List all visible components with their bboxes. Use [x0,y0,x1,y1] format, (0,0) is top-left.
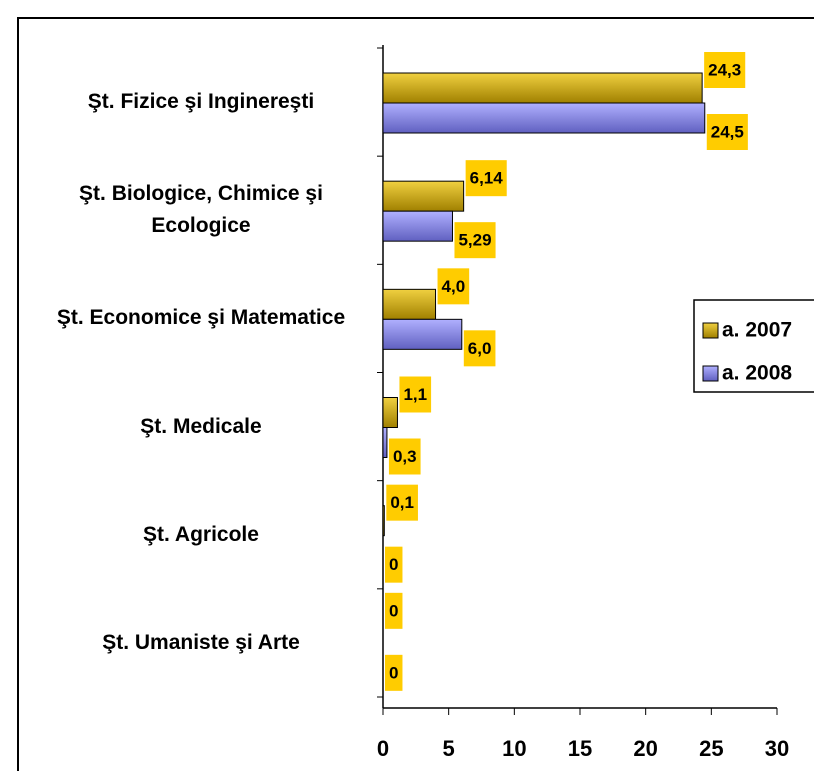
value-label-box [454,222,496,259]
category-label: Şt. Medicale [140,414,262,438]
x-tick-label: 5 [443,736,455,761]
value-label-box [385,654,403,691]
value-label-box [704,52,746,88]
x-tick-label: 15 [568,736,592,761]
legend-label: a. 2008 [722,362,792,385]
bar [382,397,398,428]
x-tick-label: 25 [699,736,723,761]
value-label: 5,29 [458,231,491,250]
value-label: 6,14 [470,169,504,188]
x-tick-label: 30 [765,736,789,761]
value-label-box [385,546,403,583]
value-label-box [465,160,507,197]
value-label-box [463,330,496,367]
value-label: 24,3 [708,60,741,79]
category-label: Şt. Economice şi Matematice [56,306,346,330]
legend-swatch [702,322,719,339]
value-label-box [706,114,748,150]
bar [382,210,453,242]
value-label: 24,5 [711,122,744,141]
bar [382,288,437,320]
legend-label: a. 2007 [722,319,792,342]
frame [17,17,814,771]
value-label: 0,1 [390,493,414,512]
bar [382,427,388,458]
bar [382,318,463,350]
category-label: Şt. Agricole [143,522,259,546]
value-label: 0,3 [393,447,417,466]
value-label: 6,0 [468,339,492,358]
value-label-box [399,376,432,413]
bar [382,102,706,134]
bar [382,505,385,537]
category-label: Şt. Biologice, Chimice şi Ecologice [79,182,323,238]
bar [382,180,465,212]
value-label-box [388,438,421,475]
x-tick-label: 10 [502,736,526,761]
value-label: 0 [389,601,398,620]
value-label: 0 [389,555,398,574]
bar [382,72,703,104]
category-label: Şt. Fizice şi Inginereşti [87,90,315,114]
value-label-box [386,484,418,521]
value-label: 1,1 [403,385,427,404]
x-tick-label: 20 [633,736,657,761]
category-label: Şt. Umaniste şi Arte [102,630,300,654]
value-label-box [385,592,403,629]
value-label-box [437,268,470,305]
x-tick-label: 0 [377,736,389,761]
value-label: 4,0 [442,277,466,296]
legend-swatch [702,365,719,382]
value-label: 0 [389,663,398,682]
